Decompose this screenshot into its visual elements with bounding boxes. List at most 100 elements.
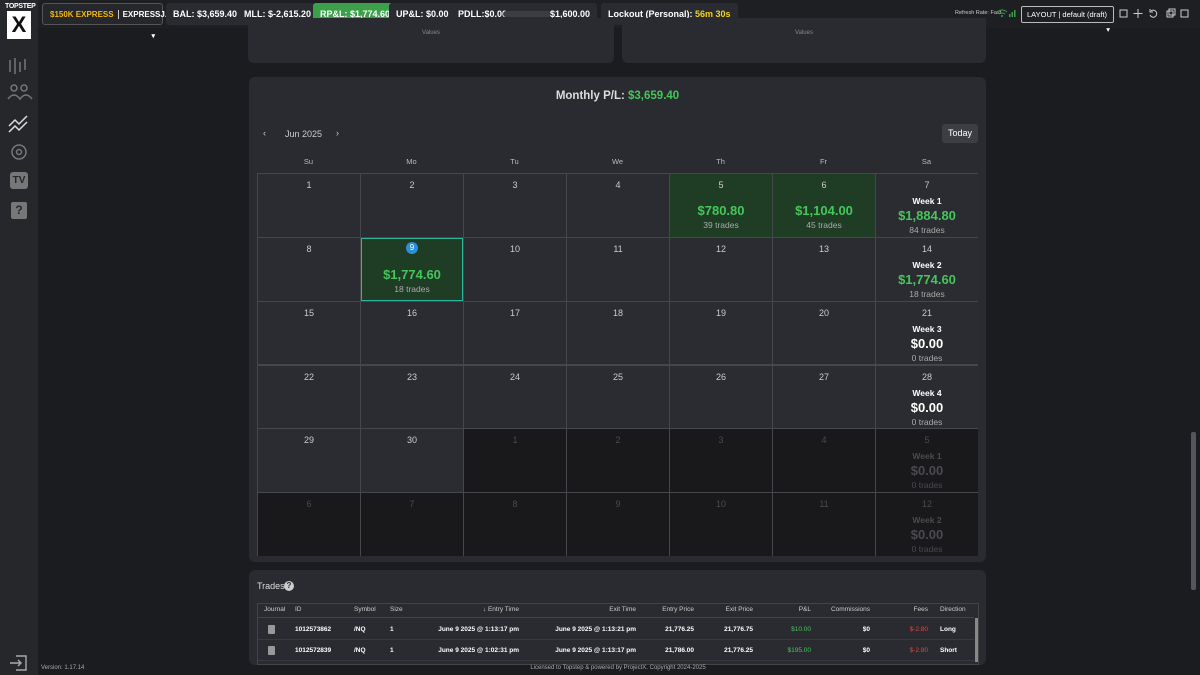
day-cell[interactable]: 8 bbox=[464, 493, 566, 556]
week-summary-cell[interactable]: 12 Week 2 $0.00 0 trades bbox=[876, 493, 978, 556]
column-header[interactable]: Symbol bbox=[354, 606, 376, 613]
week-label: Week 2 bbox=[912, 515, 942, 526]
cell: 1012573862 bbox=[295, 626, 332, 633]
day-cell[interactable]: 1 bbox=[258, 174, 360, 237]
day-cell[interactable]: 3 bbox=[670, 429, 772, 493]
column-header[interactable]: Exit Time bbox=[609, 606, 636, 613]
column-header[interactable]: ↓ Entry Time bbox=[482, 606, 519, 613]
week-summary-cell[interactable]: 21 Week 3 $0.00 0 trades bbox=[876, 301, 978, 365]
day-cell[interactable]: 29 bbox=[258, 429, 360, 493]
day-cell[interactable]: 9 $1,774.60 18 trades bbox=[361, 237, 463, 301]
day-cell[interactable]: 25 bbox=[567, 365, 669, 429]
column-header[interactable]: Size bbox=[390, 606, 403, 613]
day-cell[interactable]: 2 bbox=[567, 429, 669, 493]
week-pnl: $1,884.80 bbox=[898, 208, 956, 223]
add-icon[interactable] bbox=[1133, 9, 1143, 18]
day-cell[interactable]: 17 bbox=[464, 301, 566, 365]
save-icon[interactable] bbox=[1119, 9, 1128, 18]
undo-icon[interactable] bbox=[1149, 9, 1158, 18]
day-number: 25 bbox=[612, 371, 623, 382]
day-cell[interactable]: 11 bbox=[567, 237, 669, 301]
panel: Values bbox=[622, 18, 986, 63]
day-cell[interactable]: 3 bbox=[464, 174, 566, 237]
day-trades: 18 trades bbox=[394, 283, 430, 294]
weekday-label: Sa bbox=[921, 157, 932, 166]
day-cell[interactable]: 1 bbox=[464, 429, 566, 493]
day-number: 26 bbox=[715, 371, 726, 382]
lockout-label: Lockout (Personal): bbox=[608, 9, 693, 19]
day-number: 24 bbox=[509, 371, 520, 382]
table-scrollbar bbox=[975, 618, 978, 662]
day-number: 6 bbox=[821, 180, 827, 190]
day-cell[interactable]: 4 bbox=[567, 174, 669, 237]
day-cell[interactable]: 18 bbox=[567, 301, 669, 365]
column-header[interactable]: Fees bbox=[913, 606, 928, 613]
column-header[interactable]: Commissions bbox=[830, 606, 870, 613]
column-header[interactable]: Entry Price bbox=[662, 606, 694, 613]
day-cell[interactable]: 7 bbox=[361, 493, 463, 556]
column-header[interactable]: Exit Price bbox=[725, 606, 753, 613]
day-cell[interactable]: 5 $780.80 39 trades bbox=[670, 174, 772, 237]
day-number: 1 bbox=[512, 435, 518, 446]
day-cell[interactable]: 9 bbox=[567, 493, 669, 556]
trades-title: Trades bbox=[257, 581, 285, 591]
day-cell[interactable]: 23 bbox=[361, 365, 463, 429]
column-header[interactable]: Direction bbox=[940, 606, 966, 613]
day-cell[interactable]: 13 bbox=[773, 237, 875, 301]
close-icon[interactable] bbox=[1180, 9, 1189, 18]
journal-icon[interactable] bbox=[268, 625, 275, 634]
day-cell[interactable]: 6 $1,104.00 45 trades bbox=[773, 174, 875, 237]
weekday-label: Su bbox=[303, 157, 314, 166]
day-number: 22 bbox=[303, 371, 314, 382]
day-cell[interactable]: 16 bbox=[361, 301, 463, 365]
monthly-pl-label: Monthly P/L: bbox=[555, 90, 625, 102]
week-label: Week 1 bbox=[912, 196, 942, 206]
column-header[interactable]: Journal bbox=[264, 606, 286, 613]
week-trades: 0 trades bbox=[911, 480, 943, 491]
day-cell[interactable]: 20 bbox=[773, 301, 875, 365]
day-cell[interactable]: 10 bbox=[670, 493, 772, 556]
analytics-icon[interactable] bbox=[8, 115, 28, 133]
day-cell[interactable]: 26 bbox=[670, 365, 772, 429]
day-cell[interactable]: 19 bbox=[670, 301, 772, 365]
account-select[interactable]: $150K EXPRESS EXPRESSJ... ▾ bbox=[42, 3, 172, 40]
chart-icon[interactable] bbox=[9, 58, 26, 74]
day-number: 16 bbox=[406, 307, 417, 318]
column-header[interactable]: ID bbox=[295, 606, 302, 613]
day-cell[interactable]: 2 bbox=[361, 174, 463, 237]
day-cell[interactable]: 24 bbox=[464, 365, 566, 429]
help-button[interactable]: ? bbox=[284, 581, 294, 591]
day-cell[interactable]: 30 bbox=[361, 429, 463, 493]
column-header[interactable]: P&L bbox=[798, 606, 811, 613]
day-cell[interactable]: 8 bbox=[258, 237, 360, 301]
day-cell[interactable]: 10 bbox=[464, 237, 566, 301]
day-number: 4 bbox=[615, 180, 621, 190]
journal-icon[interactable] bbox=[268, 646, 275, 655]
prev-month[interactable]: ‹ bbox=[263, 128, 266, 138]
day-cell[interactable]: 27 bbox=[773, 365, 875, 429]
week-summary-cell[interactable]: 14 Week 2 $1,774.60 18 trades bbox=[876, 237, 978, 301]
day-cell[interactable]: 4 bbox=[773, 429, 875, 493]
logo[interactable]: TOPSTEP X bbox=[5, 3, 36, 39]
help-icon[interactable]: ? bbox=[11, 202, 27, 219]
day-number: 12 bbox=[921, 499, 932, 510]
window-icon[interactable] bbox=[1166, 10, 1174, 18]
week-summary-cell[interactable]: 5 Week 1 $0.00 0 trades bbox=[876, 429, 978, 493]
logout-icon[interactable] bbox=[8, 654, 30, 672]
day-cell[interactable]: 11 bbox=[773, 493, 875, 556]
week-summary-cell[interactable]: 28 Week 4 $0.00 0 trades bbox=[876, 365, 978, 429]
tv-icon[interactable]: TV bbox=[10, 172, 28, 189]
day-cell[interactable]: 6 bbox=[258, 493, 360, 556]
layout-select[interactable]: LAYOUT | default (draft) ▾ bbox=[1021, 6, 1114, 34]
settings-icon[interactable] bbox=[11, 144, 27, 160]
next-month[interactable]: › bbox=[336, 128, 339, 138]
day-cell[interactable]: 15 bbox=[258, 301, 360, 365]
day-cell[interactable]: 12 bbox=[670, 237, 772, 301]
community-icon[interactable] bbox=[7, 84, 33, 101]
balance: BAL: $3,659.40 bbox=[166, 3, 245, 25]
day-cell[interactable]: 22 bbox=[258, 365, 360, 429]
week-summary-cell[interactable]: 7 Week 1 $1,884.80 84 trades bbox=[876, 174, 978, 237]
refresh-rate: Refresh Rate: Fast bbox=[955, 10, 1002, 16]
today-button[interactable]: Today bbox=[942, 124, 978, 143]
cell: June 9 2025 @ 1:02:31 pm bbox=[438, 647, 519, 654]
